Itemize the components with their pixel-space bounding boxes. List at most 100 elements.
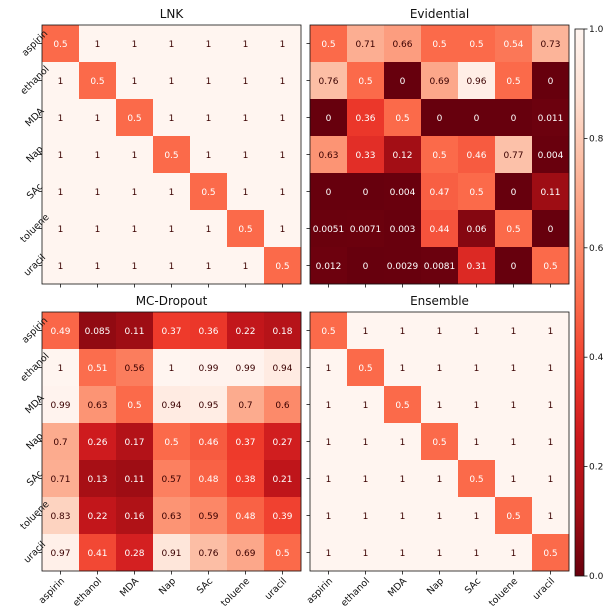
cell-value-label: 1 [511,327,517,337]
cell-value-label: 0.71 [50,475,70,485]
cell-value-label: 1 [400,438,406,448]
cell-value-label: 1 [58,262,64,272]
cell-value-label: 0.5 [53,40,67,50]
cell-value-label: 0.26 [87,438,107,448]
cell-value-label: 0.06 [466,225,486,235]
cell-value-label: 0.57 [161,475,181,485]
cell-value-label: 0.56 [124,364,144,374]
cell-value-label: 0.22 [87,512,107,522]
cell-value-label: 0.99 [235,364,255,374]
heatmap-cell [495,534,533,572]
cell-value-label: 0.16 [124,512,144,522]
heatmap-cell [495,136,533,174]
cell-value-label: 0.76 [318,77,338,87]
cell-value-label: 1 [437,364,443,374]
cell-value-label: 1 [206,151,212,161]
heatmap-cell [79,247,117,285]
heatmap-cell [42,349,80,387]
colorbar: 0.0 0.2 0.4 0.6 0.8 1.0 [574,25,604,582]
cell-value-label: 1 [206,225,212,235]
cell-value-label: 0 [326,114,332,124]
cell-value-label: 0.36 [198,327,218,337]
cell-value-label: 0.27 [272,438,292,448]
heatmap-cell [347,99,385,137]
heatmap-cell [458,423,496,461]
x-tick-label: SAc [195,576,215,596]
cell-value-label: 1 [280,225,286,235]
cell-value-label: 1 [326,475,332,485]
heatmap-cell [310,349,348,387]
heatmap-cell [458,386,496,424]
heatmap-cell [384,25,422,63]
cell-value-label: 0.0029 [387,262,419,272]
cell-value-label: 1 [206,77,212,87]
panel-ensemble: Ensemble 0.5 1 1 1 1 1 1 1 0.5 1 1 1 1 1 1 1 0.5 1 1 1 1 1 1 1 0.… [305,294,570,609]
cell-value-label: 0 [363,262,369,272]
heatmap-cell [190,247,228,285]
heatmap-cell [79,136,117,174]
cell-value-label: 0.0081 [424,262,456,272]
cell-value-label: 0.33 [355,151,375,161]
cell-value-label: 1 [326,401,332,411]
cell-value-label: 1 [169,77,175,87]
heatmap-cell [310,136,348,174]
heatmap-cell [190,25,228,63]
heatmap-cell [532,210,570,248]
heatmap-cell [532,534,570,572]
heatmap-cell [310,25,348,63]
heatmap-cell [42,534,80,572]
heatmap-cell [347,312,385,350]
heatmap-cell [495,25,533,63]
colorbar-tick-label: 1.0 [589,25,604,35]
heatmap-cell [153,534,191,572]
colorbar-gradient [575,29,584,576]
heatmap-cell [227,460,265,498]
cell-value-label: 0.5 [275,549,289,559]
cell-value-label: 0.44 [429,225,449,235]
cell-value-label: 1 [58,151,64,161]
heatmap-cell [116,312,154,350]
cell-value-label: 0.99 [198,364,218,374]
heatmap-cell [384,210,422,248]
heatmap-cell [347,460,385,498]
cell-value-label: 0.5 [90,77,104,87]
colorbar-frame [574,28,585,577]
cell-value-label: 1 [474,327,480,337]
heatmap-cell [458,99,496,137]
cell-value-label: 0.39 [272,512,292,522]
cell-value-label: 0.5 [543,262,557,272]
heatmap-cell [458,497,496,535]
heatmap-cell [116,534,154,572]
heatmap-cell [153,386,191,424]
heatmap-cell [458,534,496,572]
cell-value-label: 1 [326,438,332,448]
heatmap-cell [264,312,302,350]
cell-value-label: 1 [58,225,64,235]
heatmap-cell [495,312,533,350]
heatmap-cell [347,349,385,387]
cell-value-label: 0.0071 [350,225,382,235]
heatmap-cell [190,312,228,350]
cell-value-label: 1 [95,262,101,272]
panel-title: MC-Dropout [136,294,208,308]
heatmap-cell [227,99,265,137]
cell-value-label: 0.49 [50,327,70,337]
heatmap-cell [421,173,459,211]
cell-value-label: 1 [280,188,286,198]
cell-value-label: 0.11 [124,475,144,485]
cell-value-label: 0.7 [238,401,252,411]
heatmap-cell [153,247,191,285]
cell-value-label: 1 [243,114,249,124]
cell-value-label: 0 [511,188,517,198]
cell-value-label: 0.5 [127,114,141,124]
heatmap-cell [227,349,265,387]
heatmap-cell [532,386,570,424]
heatmap-cell [384,386,422,424]
x-tick-label: uracil [531,576,557,602]
heatmap-cell [264,423,302,461]
heatmap-cell [532,173,570,211]
heatmap-cell [310,62,348,100]
cell-value-label: 0.003 [390,225,416,235]
heatmap-cell [190,534,228,572]
